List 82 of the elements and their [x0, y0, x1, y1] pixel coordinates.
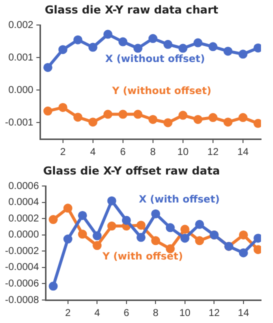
point: [178, 44, 188, 53]
x-tick-label: 14: [237, 146, 249, 158]
point: [166, 223, 175, 232]
series-label: X (without offset): [105, 54, 205, 65]
y-tick-label: 0.000: [8, 84, 34, 96]
point: [136, 232, 146, 242]
x-tick-label: 4: [90, 146, 96, 158]
point: [107, 222, 116, 231]
point: [43, 106, 52, 116]
x-tick-label: 10: [177, 146, 189, 158]
point: [195, 236, 204, 246]
x-tick-label: 12: [207, 146, 219, 158]
point: [88, 118, 98, 127]
point: [78, 230, 87, 239]
point: [223, 46, 232, 56]
point: [180, 224, 190, 234]
x-tick-label: 2: [60, 146, 66, 158]
point: [193, 38, 202, 48]
series-label: Y (without offset): [111, 86, 212, 97]
y-tick-label: -0.0008: [4, 294, 40, 306]
point: [43, 62, 52, 72]
point: [107, 196, 116, 206]
point: [238, 230, 248, 240]
x-tick-label: 14: [238, 308, 250, 319]
y-tick-label: -0.0006: [4, 278, 40, 290]
point: [133, 44, 142, 53]
point: [78, 210, 87, 220]
point: [63, 234, 72, 244]
y-tick-label: 0.001: [8, 52, 34, 64]
point: [103, 30, 112, 39]
y-tick-label: -0.0002: [4, 246, 40, 257]
y-tick-label: 0.0002: [8, 213, 40, 224]
x-tick-label: 10: [179, 308, 191, 319]
y-tick-label: 0.002: [8, 20, 34, 31]
x-tick-label: 6: [120, 146, 126, 158]
x-tick-label: 2: [65, 308, 72, 319]
point: [48, 215, 58, 224]
point: [148, 114, 158, 124]
point: [63, 204, 72, 213]
point: [195, 220, 204, 229]
point: [48, 282, 58, 291]
point: [163, 40, 172, 49]
y-tick-label: -0.0004: [4, 262, 40, 274]
point: [122, 216, 131, 225]
point: [136, 220, 146, 230]
x-tick-label: 12: [208, 308, 220, 319]
point: [92, 231, 102, 240]
y-tick-label: 0.0006: [8, 180, 40, 192]
point: [163, 118, 172, 128]
series-label: X (with offset): [138, 194, 220, 206]
point: [73, 112, 82, 122]
point: [92, 241, 102, 250]
point: [208, 113, 218, 122]
y-tick-label: -0.001: [4, 117, 34, 128]
point: [58, 45, 68, 54]
series-label: Y (with offset): [102, 251, 183, 262]
point: [238, 50, 248, 59]
point: [193, 114, 202, 124]
point: [180, 234, 190, 243]
point: [88, 42, 98, 52]
x-tick-label: 8: [152, 308, 159, 319]
point: [148, 34, 158, 44]
x-tick-label: 4: [94, 308, 100, 319]
point: [238, 248, 248, 258]
chart-title: Glass die X-Y offset raw data: [43, 164, 220, 178]
point: [238, 113, 248, 122]
point: [223, 118, 232, 127]
y-tick-label: 0.0004: [8, 197, 40, 208]
point: [58, 102, 68, 112]
point: [151, 236, 160, 246]
point: [151, 209, 160, 218]
point: [208, 42, 218, 52]
point: [178, 110, 188, 120]
point: [118, 110, 128, 119]
point: [103, 110, 112, 119]
y-tick-label: 0.0000: [8, 230, 40, 241]
x-tick-label: 8: [150, 146, 156, 158]
point: [133, 110, 142, 119]
point: [73, 35, 82, 44]
x-tick-label: 6: [124, 308, 130, 319]
chart-title: Glass die X-Y raw data chart: [44, 3, 218, 16]
point: [118, 37, 128, 46]
